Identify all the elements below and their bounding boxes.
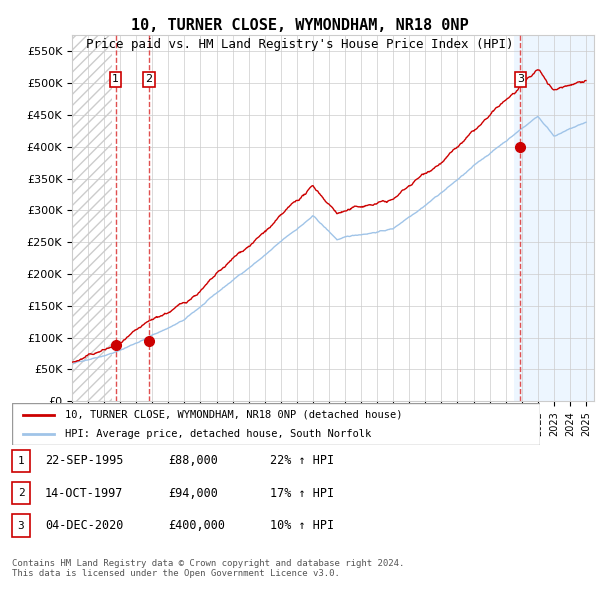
Text: Contains HM Land Registry data © Crown copyright and database right 2024.
This d: Contains HM Land Registry data © Crown c… [12,559,404,578]
Text: 2: 2 [17,489,25,498]
Text: 04-DEC-2020: 04-DEC-2020 [45,519,124,532]
Text: £88,000: £88,000 [168,454,218,467]
Text: 3: 3 [517,74,524,84]
Text: 14-OCT-1997: 14-OCT-1997 [45,487,124,500]
Text: HPI: Average price, detached house, South Norfolk: HPI: Average price, detached house, Sout… [65,428,371,438]
Text: 22% ↑ HPI: 22% ↑ HPI [270,454,334,467]
Text: 10, TURNER CLOSE, WYMONDHAM, NR18 0NP: 10, TURNER CLOSE, WYMONDHAM, NR18 0NP [131,18,469,32]
Text: £400,000: £400,000 [168,519,225,532]
Text: 22-SEP-1995: 22-SEP-1995 [45,454,124,467]
Text: £94,000: £94,000 [168,487,218,500]
Text: 17% ↑ HPI: 17% ↑ HPI [270,487,334,500]
Text: 10% ↑ HPI: 10% ↑ HPI [270,519,334,532]
FancyBboxPatch shape [12,403,540,445]
Text: Price paid vs. HM Land Registry's House Price Index (HPI): Price paid vs. HM Land Registry's House … [86,38,514,51]
Text: 1: 1 [112,74,119,84]
Bar [72,35,112,401]
Text: 2: 2 [145,74,152,84]
Text: 1: 1 [17,456,25,466]
Bar [514,35,594,401]
Text: 10, TURNER CLOSE, WYMONDHAM, NR18 0NP (detached house): 10, TURNER CLOSE, WYMONDHAM, NR18 0NP (d… [65,410,403,420]
Text: 3: 3 [17,521,25,530]
